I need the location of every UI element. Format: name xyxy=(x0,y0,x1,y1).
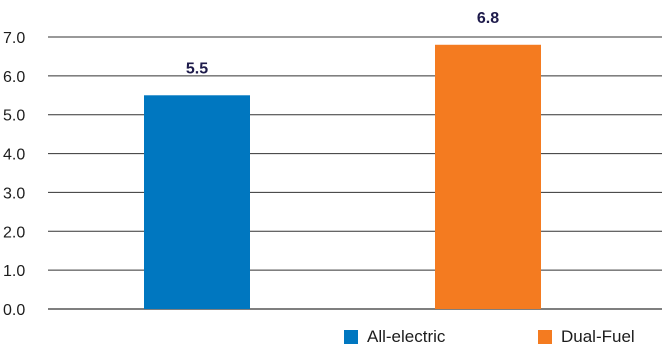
legend-item-all-electric: All-electric xyxy=(344,327,445,346)
data-label-dual-fuel: 6.8 xyxy=(477,10,499,27)
y-tick-label: 1.0 xyxy=(3,263,25,280)
y-axis-tick-labels: 0.0 1.0 2.0 3.0 4.0 5.0 6.0 7.0 xyxy=(3,30,25,319)
legend-item-dual-fuel: Dual-Fuel xyxy=(538,327,635,346)
bar-all-electric xyxy=(144,95,250,310)
legend-label-all-electric: All-electric xyxy=(367,326,446,346)
legend-swatch-all-electric xyxy=(344,329,358,344)
y-tick-label: 7.0 xyxy=(3,30,25,47)
y-tick-label: 4.0 xyxy=(3,147,25,164)
y-tick-label: 6.0 xyxy=(3,69,25,86)
bars xyxy=(144,44,541,310)
legend-label-dual-fuel: Dual-Fuel xyxy=(561,326,635,346)
bar-dual-fuel xyxy=(435,44,541,310)
grid-lines xyxy=(48,36,662,310)
y-tick-label: 0.0 xyxy=(3,302,25,319)
legend-swatch-dual-fuel xyxy=(538,329,552,344)
bar-value-labels: 5.5 6.8 xyxy=(186,10,499,78)
data-label-all-electric: 5.5 xyxy=(186,60,208,77)
y-tick-label: 5.0 xyxy=(3,108,25,125)
y-tick-label: 3.0 xyxy=(3,185,25,202)
y-tick-label: 2.0 xyxy=(3,224,25,241)
